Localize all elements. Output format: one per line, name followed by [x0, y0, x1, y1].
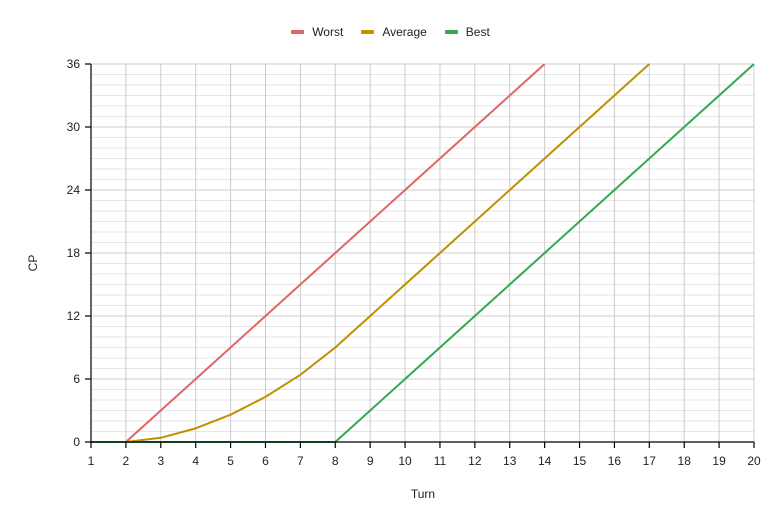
legend-item-average[interactable]: Average: [361, 25, 427, 39]
legend-item-best[interactable]: Best: [444, 25, 490, 39]
legend-swatch-icon: [361, 30, 375, 34]
x-tick-label: 2: [123, 454, 130, 468]
y-axis-title: CP: [26, 255, 40, 272]
x-tick-label: 18: [678, 454, 692, 468]
x-tick-label: 7: [297, 454, 304, 468]
x-tick-label: 17: [643, 454, 657, 468]
y-tick-label: 36: [67, 57, 81, 71]
x-tick-label: 14: [538, 454, 552, 468]
series-average-line: [91, 63, 650, 443]
x-tick-label: 12: [468, 454, 482, 468]
series-worst-line: [91, 63, 546, 443]
y-tick-label: 24: [67, 183, 81, 197]
legend-label: Best: [465, 25, 490, 39]
x-tick-label: 20: [747, 454, 761, 468]
legend-swatch-icon: [291, 30, 305, 34]
gridlines: [90, 63, 755, 443]
x-axis-title: Turn: [411, 487, 435, 501]
legend-label: Average: [382, 25, 427, 39]
x-tick-label: 19: [712, 454, 726, 468]
legend-label: Worst: [312, 25, 344, 39]
x-tick-label: 3: [157, 454, 164, 468]
y-tick-label: 30: [67, 120, 81, 134]
chart-legend: Worst Average Best: [0, 25, 781, 39]
x-tick-label: 8: [332, 454, 339, 468]
x-tick-label: 16: [608, 454, 622, 468]
x-tick-label: 11: [434, 454, 447, 468]
y-tick-label: 12: [67, 309, 81, 323]
legend-item-worst[interactable]: Worst: [291, 25, 343, 39]
x-tick-label: 15: [573, 454, 587, 468]
x-tick-label: 9: [367, 454, 374, 468]
y-tick-label: 0: [73, 435, 80, 449]
x-tick-label: 10: [398, 454, 412, 468]
x-tick-label: 6: [262, 454, 269, 468]
x-tick-label: 4: [192, 454, 199, 468]
x-tick-label: 5: [227, 454, 234, 468]
y-tick-label: 6: [73, 372, 80, 386]
legend-swatch-icon: [444, 30, 458, 34]
y-tick-label: 18: [67, 246, 81, 260]
x-tick-label: 13: [503, 454, 517, 468]
x-tick-label: 1: [88, 454, 95, 468]
